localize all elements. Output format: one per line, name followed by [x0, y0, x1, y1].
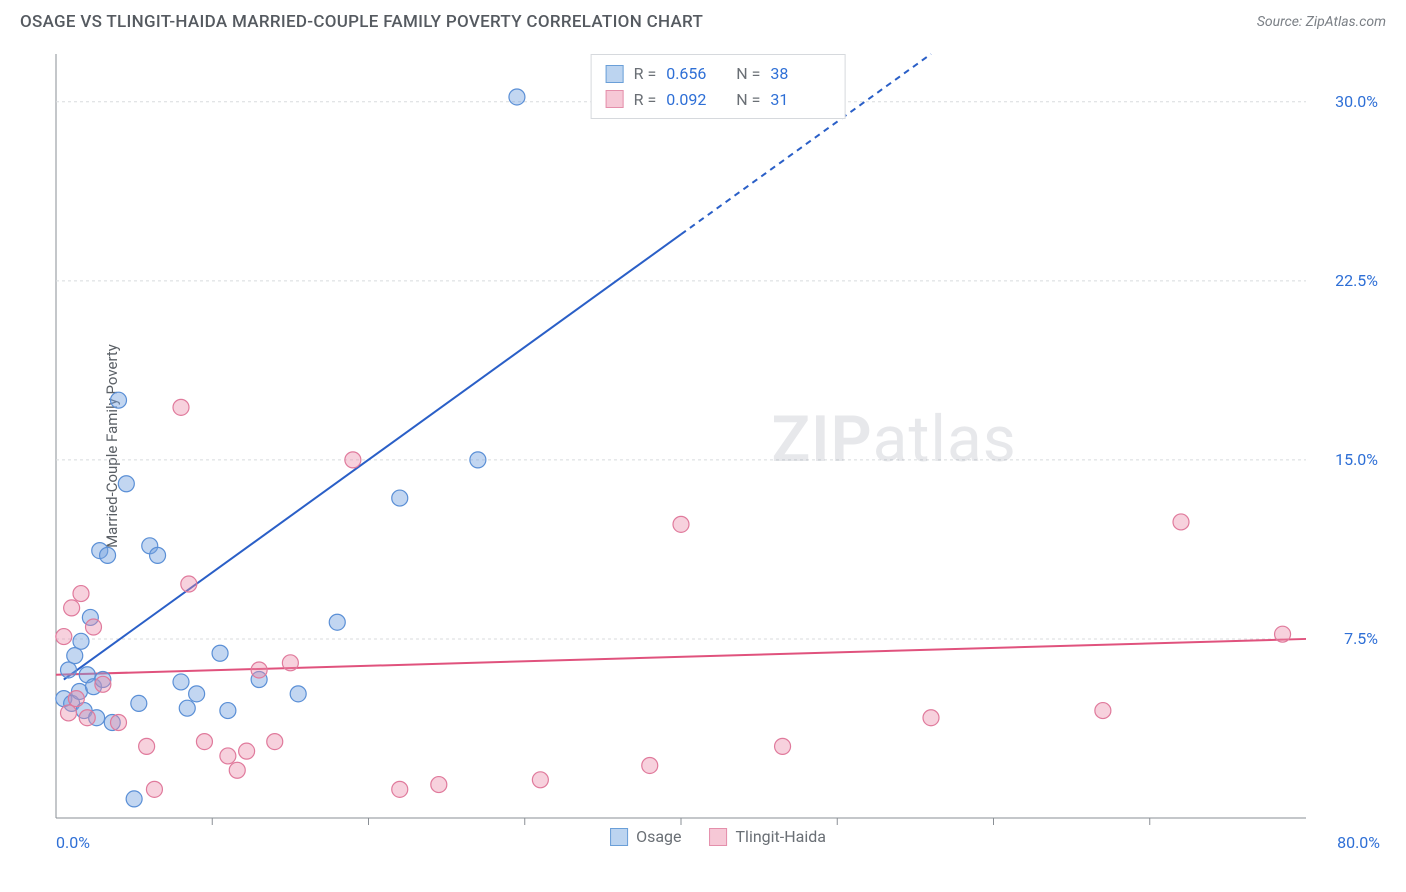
stat-r-label: R = — [634, 61, 657, 87]
legend-label-tlingit: Tlingit-Haida — [736, 827, 826, 846]
svg-text:15.0%: 15.0% — [1335, 450, 1378, 469]
svg-text:22.5%: 22.5% — [1335, 271, 1378, 290]
stats-row-tlingit: R = 0.092 N = 31 — [606, 87, 831, 113]
stat-n-label-2: N = — [736, 87, 760, 113]
svg-text:7.5%: 7.5% — [1344, 629, 1378, 648]
chart-title: OSAGE VS TLINGIT-HAIDA MARRIED-COUPLE FA… — [20, 12, 703, 32]
svg-text:30.0%: 30.0% — [1335, 92, 1378, 111]
scatter-plot: 7.5% 15.0% 22.5% 30.0% 0.0% 80.0% — [50, 48, 1386, 852]
stat-n-osage: 38 — [770, 61, 830, 87]
legend-item-osage: Osage — [610, 827, 681, 846]
legend-swatch-tlingit — [710, 828, 728, 846]
swatch-tlingit — [606, 90, 624, 108]
chart-source: Source: ZipAtlas.com — [1257, 14, 1386, 30]
svg-text:0.0%: 0.0% — [56, 833, 90, 852]
legend-swatch-osage — [610, 828, 628, 846]
legend-label-osage: Osage — [636, 827, 681, 846]
stat-r-tlingit: 0.092 — [666, 87, 726, 113]
legend: Osage Tlingit-Haida — [610, 827, 826, 846]
chart-area: 7.5%15.0%22.5%30.0%0.0%80.0% ZIPatlas R … — [50, 48, 1386, 852]
stat-n-label: N = — [736, 61, 760, 87]
svg-text:80.0%: 80.0% — [1337, 833, 1380, 852]
stats-row-osage: R = 0.656 N = 38 — [606, 61, 831, 87]
stats-box: R = 0.656 N = 38 R = 0.092 N = 31 — [591, 54, 846, 119]
legend-item-tlingit: Tlingit-Haida — [710, 827, 826, 846]
stat-r-osage: 0.656 — [666, 61, 726, 87]
chart-header: OSAGE VS TLINGIT-HAIDA MARRIED-COUPLE FA… — [0, 0, 1406, 40]
stat-r-label-2: R = — [634, 87, 657, 113]
stat-n-tlingit: 31 — [770, 87, 830, 113]
swatch-osage — [606, 65, 624, 83]
